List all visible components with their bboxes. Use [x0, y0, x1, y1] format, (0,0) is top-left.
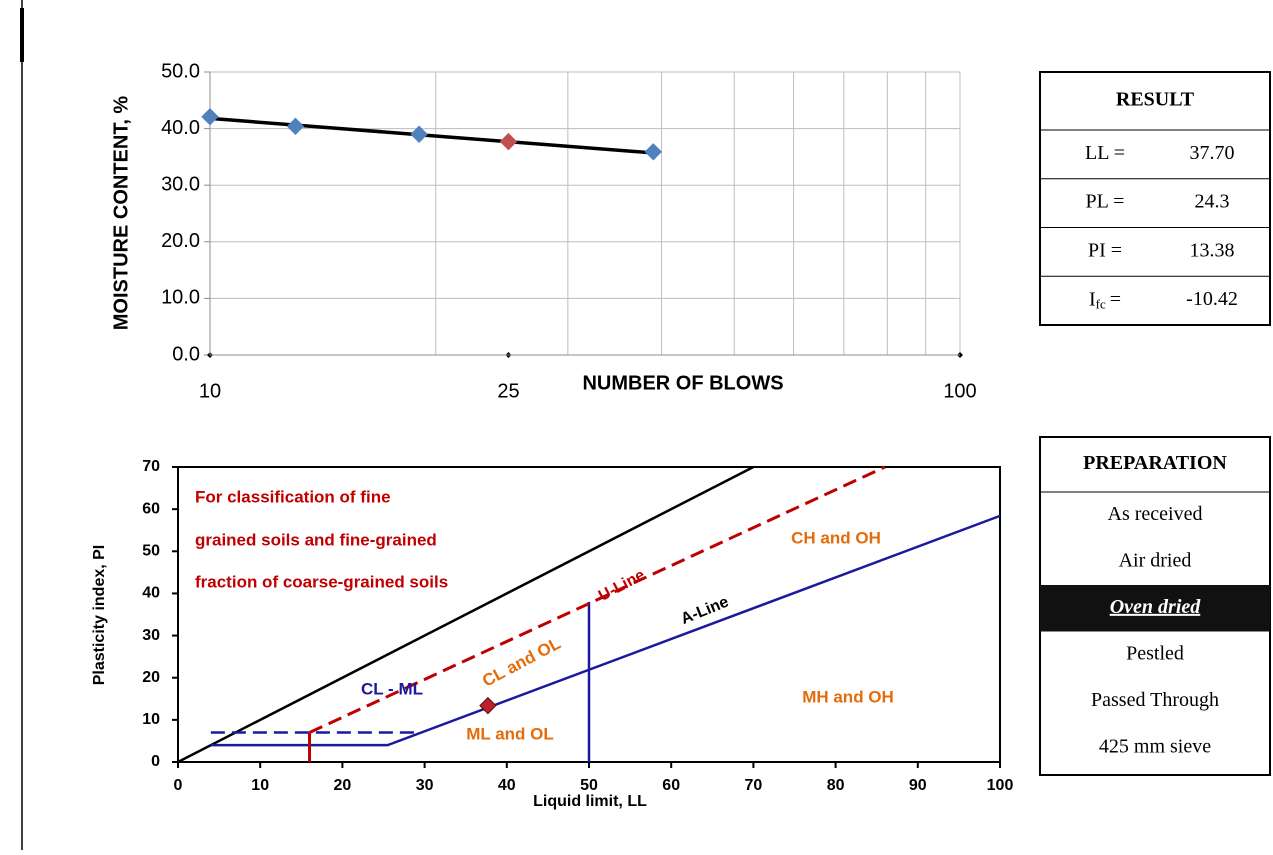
x-tick-label: 20 — [334, 777, 352, 794]
selected-item: Oven dried — [1110, 596, 1202, 618]
data-point — [479, 696, 497, 715]
x-tick-label: 50 — [580, 777, 598, 794]
table-title: PREPARATION — [1083, 452, 1227, 474]
y-tick-label: 0 — [151, 753, 160, 770]
annotation: ML and OL — [466, 724, 554, 743]
x-axis-title: Liquid limit, LL — [533, 793, 647, 810]
annotation: CL - ML — [361, 679, 423, 698]
item: Air dried — [1119, 549, 1192, 571]
y-tick-label: 50.0 — [161, 60, 200, 82]
item: Pestled — [1126, 642, 1184, 664]
label-subscript: fc — [1096, 297, 1106, 312]
x-tick-label: 10 — [251, 777, 269, 794]
row-value: 13.38 — [1190, 239, 1235, 261]
x-tick-label: 40 — [498, 777, 516, 794]
series-line — [209, 116, 654, 155]
y-tick-label: 50 — [142, 543, 160, 560]
data-point — [286, 117, 305, 136]
row-label: PL = — [1086, 191, 1125, 213]
row-label: LL = — [1085, 142, 1125, 164]
series-line — [177, 465, 754, 764]
y-axis-title: MOISTURE CONTENT, % — [110, 96, 132, 331]
row-value: -10.42 — [1186, 288, 1238, 310]
annotation: fraction of coarse-grained soils — [195, 572, 448, 591]
series-line — [210, 514, 1001, 747]
x-axis-title: NUMBER OF BLOWS — [582, 372, 783, 394]
y-tick-label: 40.0 — [161, 117, 200, 139]
x-tick-label: 70 — [745, 777, 763, 794]
y-tick-label: 20 — [142, 669, 160, 686]
label-symbol: I — [1089, 288, 1096, 310]
x-tick-label: 80 — [827, 777, 845, 794]
annotation: CH and OH — [791, 528, 881, 547]
x-tick-label: 0 — [174, 777, 183, 794]
x-tick-label: 60 — [662, 777, 680, 794]
x-tick-label: 90 — [909, 777, 927, 794]
data-point — [644, 143, 663, 161]
table-title: RESULT — [1116, 89, 1195, 111]
x-tick-label: 30 — [416, 777, 434, 794]
y-tick-label: 10.0 — [161, 287, 200, 309]
result-table — [1039, 71, 1271, 326]
annotation: grained soils and fine-grained — [195, 530, 437, 549]
data-point — [410, 125, 428, 143]
y-tick-label: 60 — [142, 500, 160, 517]
y-tick-label: 10 — [142, 711, 160, 728]
y-tick-label: 0.0 — [172, 343, 200, 365]
row-value: 24.3 — [1195, 191, 1230, 213]
x-tick-label: 100 — [943, 380, 976, 402]
label-equals: = — [1110, 288, 1121, 310]
annotation: MH and OH — [802, 687, 894, 706]
y-tick-label: 30 — [142, 627, 160, 644]
item: 425 mm sieve — [1099, 735, 1211, 757]
x-tick-label: 25 — [497, 380, 519, 402]
row-value: 37.70 — [1190, 142, 1235, 164]
annotation: CL and OL — [479, 634, 564, 691]
data-point — [499, 132, 518, 151]
row-label: Ifc = — [1089, 288, 1121, 311]
y-tick-label: 30.0 — [161, 173, 200, 195]
annotation: U-Line — [596, 567, 648, 605]
item: As received — [1108, 503, 1203, 525]
x-tick-label: 10 — [199, 380, 221, 402]
y-axis-title: Plasticity index, PI — [91, 545, 108, 686]
y-tick-label: 40 — [142, 585, 160, 602]
selected-band — [1040, 585, 1270, 632]
row-label: PI = — [1088, 239, 1122, 261]
y-tick-label: 70 — [142, 458, 160, 475]
series-line — [308, 465, 886, 734]
x-tick-label: 100 — [987, 777, 1014, 794]
annotation: A-Line — [679, 593, 732, 627]
item: Passed Through — [1091, 689, 1219, 711]
annotation: For classification of fine — [195, 487, 391, 506]
y-tick-label: 20.0 — [161, 230, 200, 252]
data-point — [201, 108, 219, 126]
